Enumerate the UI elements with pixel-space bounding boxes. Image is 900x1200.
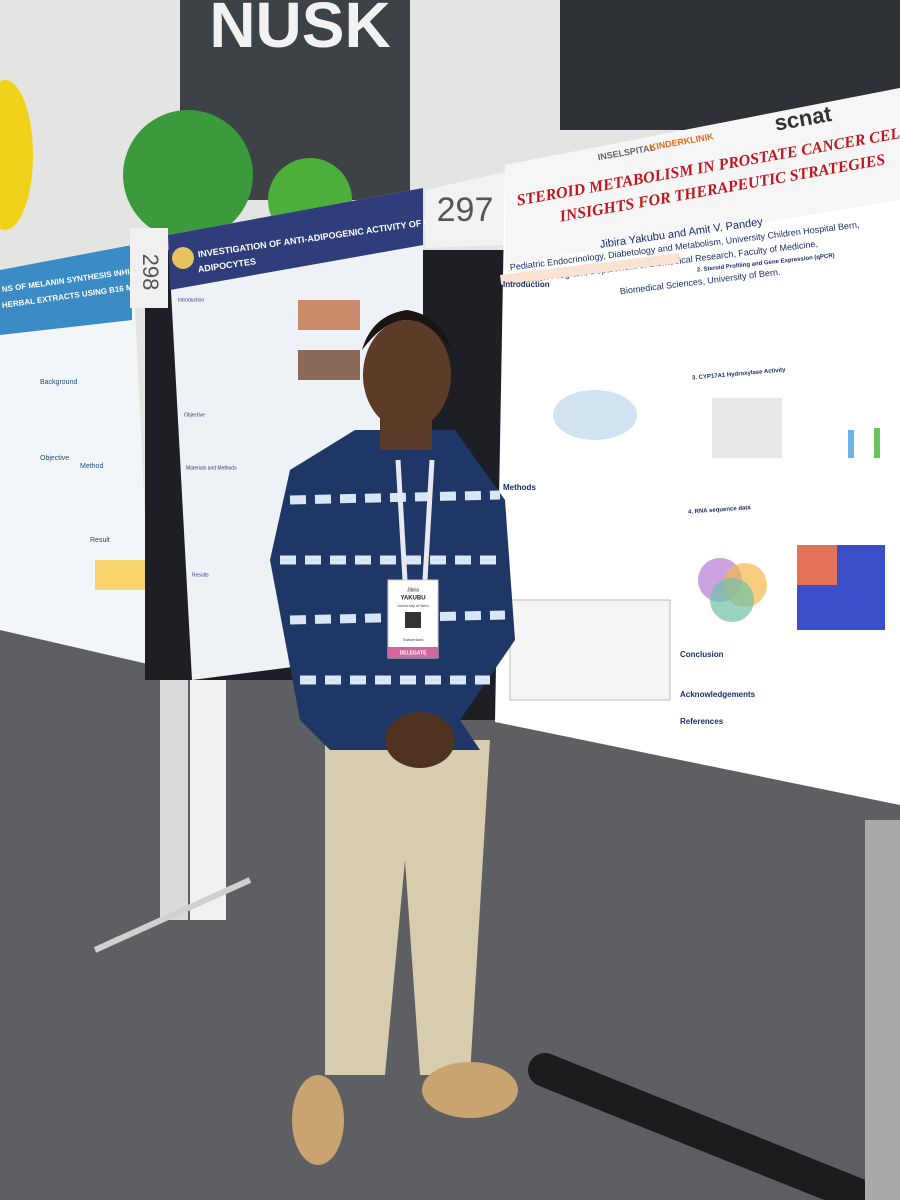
poster-tube <box>528 1053 887 1200</box>
poster-heading: Introduction <box>503 280 550 289</box>
poster-heading: Objective <box>40 455 69 462</box>
shoe <box>422 1062 518 1118</box>
badge-qr <box>405 612 421 628</box>
poster-figure <box>95 560 145 590</box>
poster-heading: Acknowledgements <box>680 690 756 699</box>
poster-heading: Results <box>192 572 209 578</box>
poster-heading: Objective <box>184 412 205 418</box>
hair <box>362 310 452 350</box>
poster-heading: References <box>680 717 724 726</box>
badge-role-bar <box>388 647 438 658</box>
green-circle <box>123 110 253 240</box>
poster-figure <box>298 350 360 380</box>
poster-figure <box>848 430 854 458</box>
poster-heading: Background <box>40 379 77 386</box>
left-poster-header <box>0 245 132 335</box>
poster-figure <box>712 398 782 458</box>
middle-poster-header <box>168 188 423 290</box>
person: Jibira YAKUBU University of Bern Switzer… <box>270 310 518 1165</box>
poster-figure <box>874 428 880 458</box>
heatmap-block <box>797 545 837 585</box>
poster-heading: Conclusion <box>680 650 724 659</box>
stand-pole <box>190 670 226 920</box>
number-card <box>425 172 505 248</box>
badge-role: DELEGATE <box>400 650 428 656</box>
poster-heading: 4. RNA sequence data <box>688 505 752 515</box>
heading-bar <box>500 253 680 285</box>
head <box>363 320 451 430</box>
poster-heading: Methods <box>503 483 536 492</box>
logo <box>172 247 194 269</box>
poster-figure <box>553 390 637 440</box>
poster-heading: Result <box>90 537 110 544</box>
wall-sign: NUSK <box>209 0 390 61</box>
shoe <box>292 1075 344 1165</box>
venn-circle <box>710 578 754 622</box>
poster-figure <box>509 599 671 701</box>
poster-heading: Materials and Methods <box>186 465 237 471</box>
badge-last-name: YAKUBU <box>400 596 425 602</box>
hands <box>385 712 455 768</box>
lanyard <box>422 459 435 581</box>
badge-first-name: Jibira <box>407 587 419 593</box>
yellow-circle <box>0 80 33 230</box>
badge-institution: University of Bern <box>397 603 429 608</box>
right-poster-header <box>505 88 900 265</box>
badge-country: Switzerland <box>403 637 424 642</box>
stand-foot <box>93 877 252 953</box>
poster-figure <box>298 300 360 330</box>
poster-number: 297 <box>437 191 494 229</box>
poster-heading: Method <box>80 463 103 470</box>
lanyard <box>395 459 408 581</box>
poster-number: 298 <box>138 254 163 291</box>
poster-heading: Introduction <box>178 297 204 303</box>
number-card <box>130 228 168 308</box>
shirt-pattern <box>280 490 506 685</box>
stand-pole <box>865 820 900 1200</box>
trousers <box>325 740 490 1075</box>
